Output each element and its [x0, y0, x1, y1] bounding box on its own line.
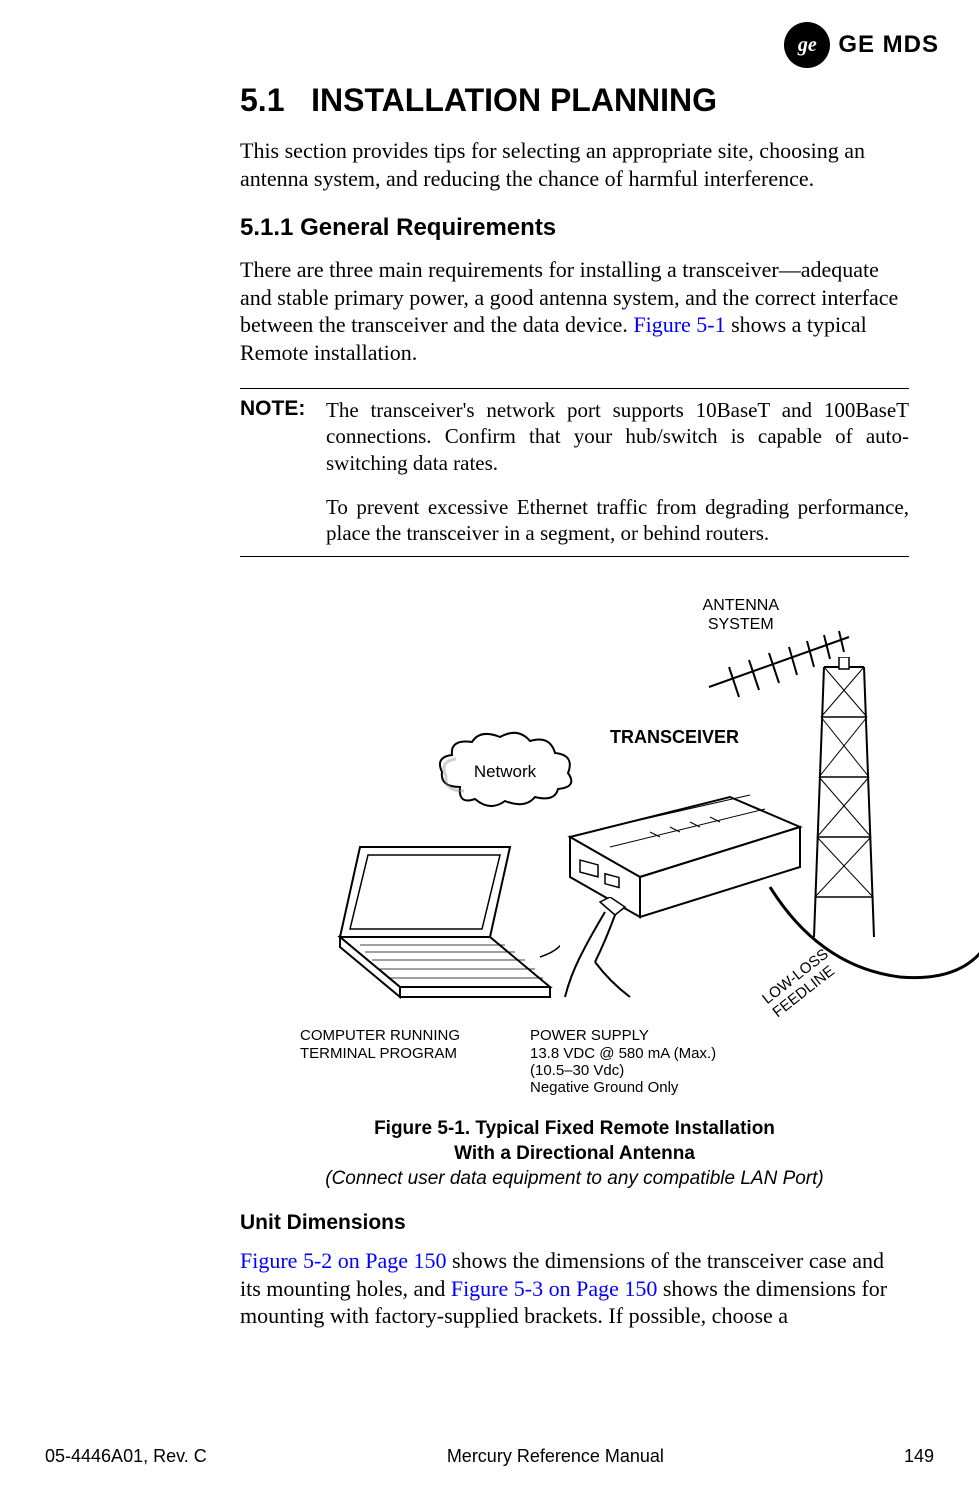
- power-label-l3: (10.5–30 Vdc): [530, 1062, 624, 1079]
- subsection-title-text: General Requirements: [300, 214, 556, 241]
- unit-dimensions-para: Figure 5-2 on Page 150 shows the dimensi…: [240, 1247, 909, 1330]
- figure-5-3-link[interactable]: Figure 5-3 on Page 150: [451, 1276, 658, 1301]
- section-intro: This section provides tips for selecting…: [240, 137, 909, 192]
- note-p1: The transceiver's network port supports …: [326, 397, 909, 476]
- figure-5-1-link[interactable]: Figure 5-1: [633, 312, 725, 337]
- brand-logo: ge GE MDS: [784, 22, 939, 68]
- installation-diagram: ANTENNA SYSTEM TRANSCEIVER: [240, 587, 909, 1107]
- unit-dimensions-heading: Unit Dimensions: [240, 1211, 909, 1235]
- power-supply-label: POWER SUPPLY 13.8 VDC @ 580 mA (Max.) (1…: [530, 1027, 716, 1096]
- power-label-l2: 13.8 VDC @ 580 mA (Max.): [530, 1045, 716, 1062]
- footer-manual-title: Mercury Reference Manual: [447, 1446, 664, 1467]
- figure-caption-l1: Figure 5-1. Typical Fixed Remote Install…: [374, 1118, 775, 1139]
- section-heading: 5.1 INSTALLATION PLANNING: [240, 82, 909, 119]
- ge-monogram-icon: ge: [784, 22, 830, 68]
- power-label-l4: Negative Ground Only: [530, 1079, 678, 1096]
- figure-caption-l3: (Connect user data equipment to any comp…: [325, 1168, 824, 1189]
- footer-page-number: 149: [904, 1446, 934, 1467]
- section-title-text: INSTALLATION PLANNING: [311, 82, 717, 118]
- figure-caption: Figure 5-1. Typical Fixed Remote Install…: [240, 1117, 909, 1191]
- figure-5-2-link[interactable]: Figure 5-2 on Page 150: [240, 1248, 447, 1273]
- antenna-label-l1: ANTENNA: [703, 597, 779, 614]
- power-label-l1: POWER SUPPLY: [530, 1027, 649, 1044]
- subsection-number: 5.1.1: [240, 214, 293, 241]
- footer-doc-id: 05-4446A01, Rev. C: [45, 1446, 207, 1467]
- figure-caption-l2: With a Directional Antenna: [454, 1143, 695, 1164]
- section-number: 5.1: [240, 82, 284, 118]
- note-p2: To prevent excessive Ethernet traffic fr…: [326, 494, 909, 547]
- note-block: NOTE: The transceiver's network port sup…: [240, 388, 909, 557]
- subsection-heading: 5.1.1 General Requirements: [240, 214, 909, 242]
- note-body: The transceiver's network port supports …: [326, 397, 909, 546]
- page-footer: 05-4446A01, Rev. C Mercury Reference Man…: [45, 1446, 934, 1467]
- subsection-para: There are three main requirements for in…: [240, 256, 909, 366]
- computer-label: COMPUTER RUNNING TERMINAL PROGRAM: [300, 1027, 460, 1062]
- note-label: NOTE:: [240, 397, 318, 546]
- power-connector-icon: [560, 897, 690, 1007]
- laptop-icon: [310, 837, 560, 1017]
- brand-name: GE MDS: [838, 31, 939, 59]
- computer-label-l2: TERMINAL PROGRAM: [300, 1045, 457, 1062]
- computer-label-l1: COMPUTER RUNNING: [300, 1027, 460, 1044]
- transceiver-label: TRANSCEIVER: [610, 727, 739, 748]
